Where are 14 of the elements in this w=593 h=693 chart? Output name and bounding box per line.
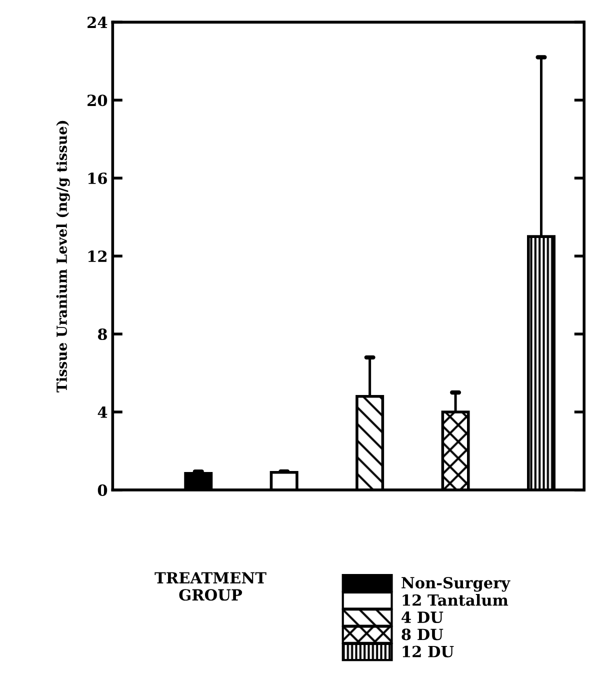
y-tick-label: 8 — [98, 328, 107, 340]
y-tick-label: 12 — [88, 250, 106, 262]
y-axis-title: Tissue Uranium Level (ng/g tissue) — [56, 120, 70, 392]
y-tick-label: 4 — [98, 406, 108, 418]
legend-label: 4 DU — [402, 611, 444, 624]
y-tick-label: 0 — [98, 484, 108, 496]
y-tick-label: 16 — [88, 172, 107, 184]
legend-label: 8 DU — [402, 628, 444, 640]
legend-label: 12 Tantalum — [402, 594, 508, 606]
legend-label: 12 DU — [402, 646, 454, 658]
y-tick-label: 24 — [88, 16, 108, 28]
legend-label: Non-Surgery — [402, 576, 510, 592]
y-tick-label: 20 — [88, 94, 108, 106]
legend-title: TREATMENT GROUP — [154, 572, 266, 601]
